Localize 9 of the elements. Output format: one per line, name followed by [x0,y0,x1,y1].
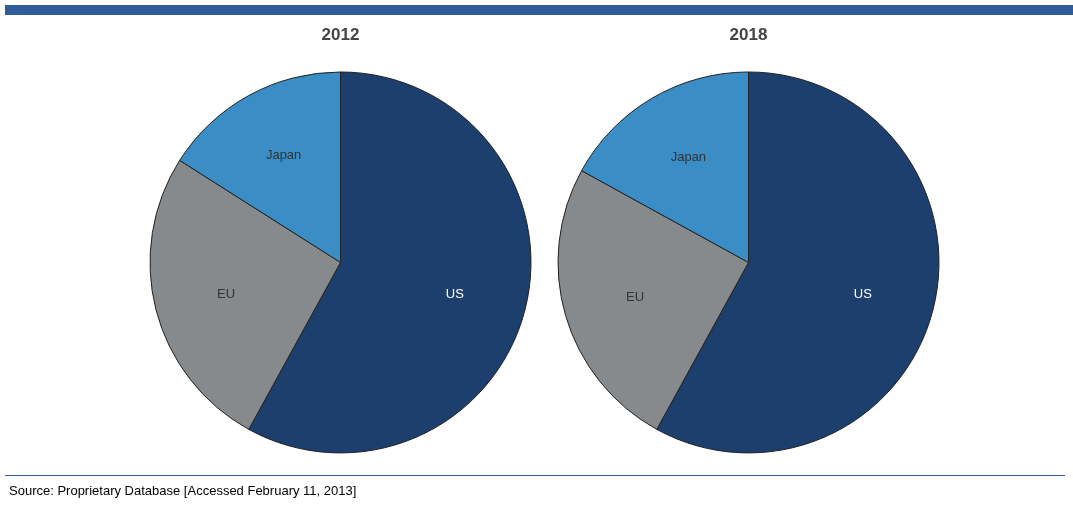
chart-title: 2012 [321,24,360,44]
slice-label: EU [217,285,236,301]
source-note: Source: Proprietary Database [Accessed February 11, 2013] [9,482,357,500]
chart-title: 2018 [729,24,768,44]
slice-label: EU [626,289,645,305]
slice-label: US [853,285,873,301]
slice-label: Japan [670,149,707,165]
slice-label: US [445,285,465,301]
slice-label: Japan [265,147,302,163]
